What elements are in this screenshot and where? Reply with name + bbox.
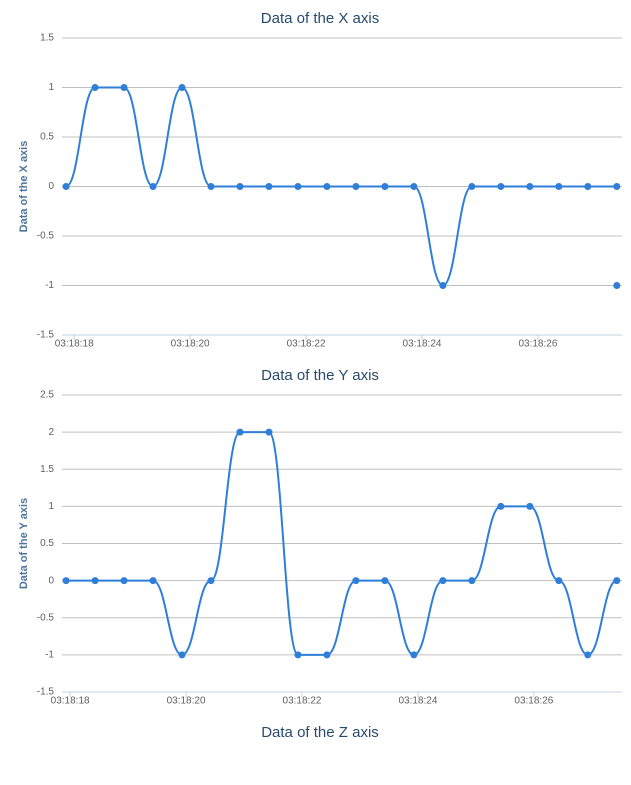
- point: [555, 183, 563, 190]
- y-axis-title: Data of the X axis: [18, 141, 30, 233]
- chart-title: Data of the X axis: [261, 10, 379, 27]
- y-tick-label: -1.5: [37, 330, 55, 341]
- y-tick-label: 0: [48, 575, 54, 586]
- point: [410, 651, 418, 659]
- y-tick-label: 1.5: [40, 33, 54, 44]
- point: [497, 183, 505, 190]
- y-tick-label: -1: [45, 650, 54, 661]
- point: [410, 183, 418, 190]
- y-tick-label: 2.5: [40, 390, 54, 401]
- point: [381, 577, 389, 585]
- point: [294, 183, 302, 190]
- point: [555, 577, 563, 585]
- y-tick-label: 1: [48, 82, 54, 93]
- point: [91, 84, 99, 91]
- y-tick-label: -1: [45, 280, 54, 291]
- x-tick-label: 03:18:26: [514, 696, 553, 707]
- point: [352, 183, 360, 190]
- point: [265, 428, 273, 436]
- point: [323, 651, 331, 659]
- x-tick-label: 03:18:24: [398, 696, 437, 707]
- x-tick-label: 03:18:20: [167, 696, 206, 707]
- y-tick-label: 2: [48, 427, 54, 438]
- x-tick-label: 03:18:22: [283, 696, 322, 707]
- y-tick-label: -0.5: [37, 612, 55, 623]
- point: [178, 651, 186, 659]
- point: [62, 577, 70, 585]
- y-tick-label: -0.5: [37, 231, 55, 242]
- point: [62, 183, 70, 190]
- y-tick-label: 1: [48, 501, 54, 512]
- point: [439, 282, 447, 289]
- point: [236, 183, 244, 190]
- point: [120, 577, 128, 585]
- point: [149, 183, 157, 190]
- point: [584, 651, 592, 659]
- point: [584, 183, 592, 190]
- y-axis-title: Data of the Y axis: [18, 498, 30, 589]
- point: [526, 502, 534, 510]
- x-tick-label: 03:18:18: [55, 339, 94, 350]
- point: [526, 183, 534, 190]
- x-tick-label: 03:18:20: [171, 339, 210, 350]
- point: [613, 577, 621, 585]
- x-tick-label: 03:18:26: [518, 339, 557, 350]
- point: [497, 502, 505, 510]
- point: [207, 183, 215, 190]
- point: [207, 577, 215, 585]
- point: [178, 84, 186, 91]
- point: [120, 84, 128, 91]
- chart-title: Data of the Y axis: [261, 367, 379, 384]
- point: [468, 183, 476, 190]
- chart-title: Data of the Z axis: [261, 724, 379, 741]
- y-tick-label: 1.5: [40, 464, 54, 475]
- point: [323, 183, 331, 190]
- x-tick-label: 03:18:22: [287, 339, 326, 350]
- x-tick-label: 03:18:18: [51, 696, 90, 707]
- point: [439, 577, 447, 585]
- point: [352, 577, 360, 585]
- y-tick-label: -1.5: [37, 687, 55, 698]
- point: [381, 183, 389, 190]
- y-tick-label: 0.5: [40, 132, 54, 143]
- point: [91, 577, 99, 585]
- point: [613, 183, 621, 190]
- point: [468, 577, 476, 585]
- point: [265, 183, 273, 190]
- point: [236, 428, 244, 436]
- point: [613, 282, 621, 289]
- point: [149, 577, 157, 585]
- y-tick-label: 0: [48, 181, 54, 192]
- point: [294, 651, 302, 659]
- x-tick-label: 03:18:24: [403, 339, 442, 350]
- y-tick-label: 0.5: [40, 538, 54, 549]
